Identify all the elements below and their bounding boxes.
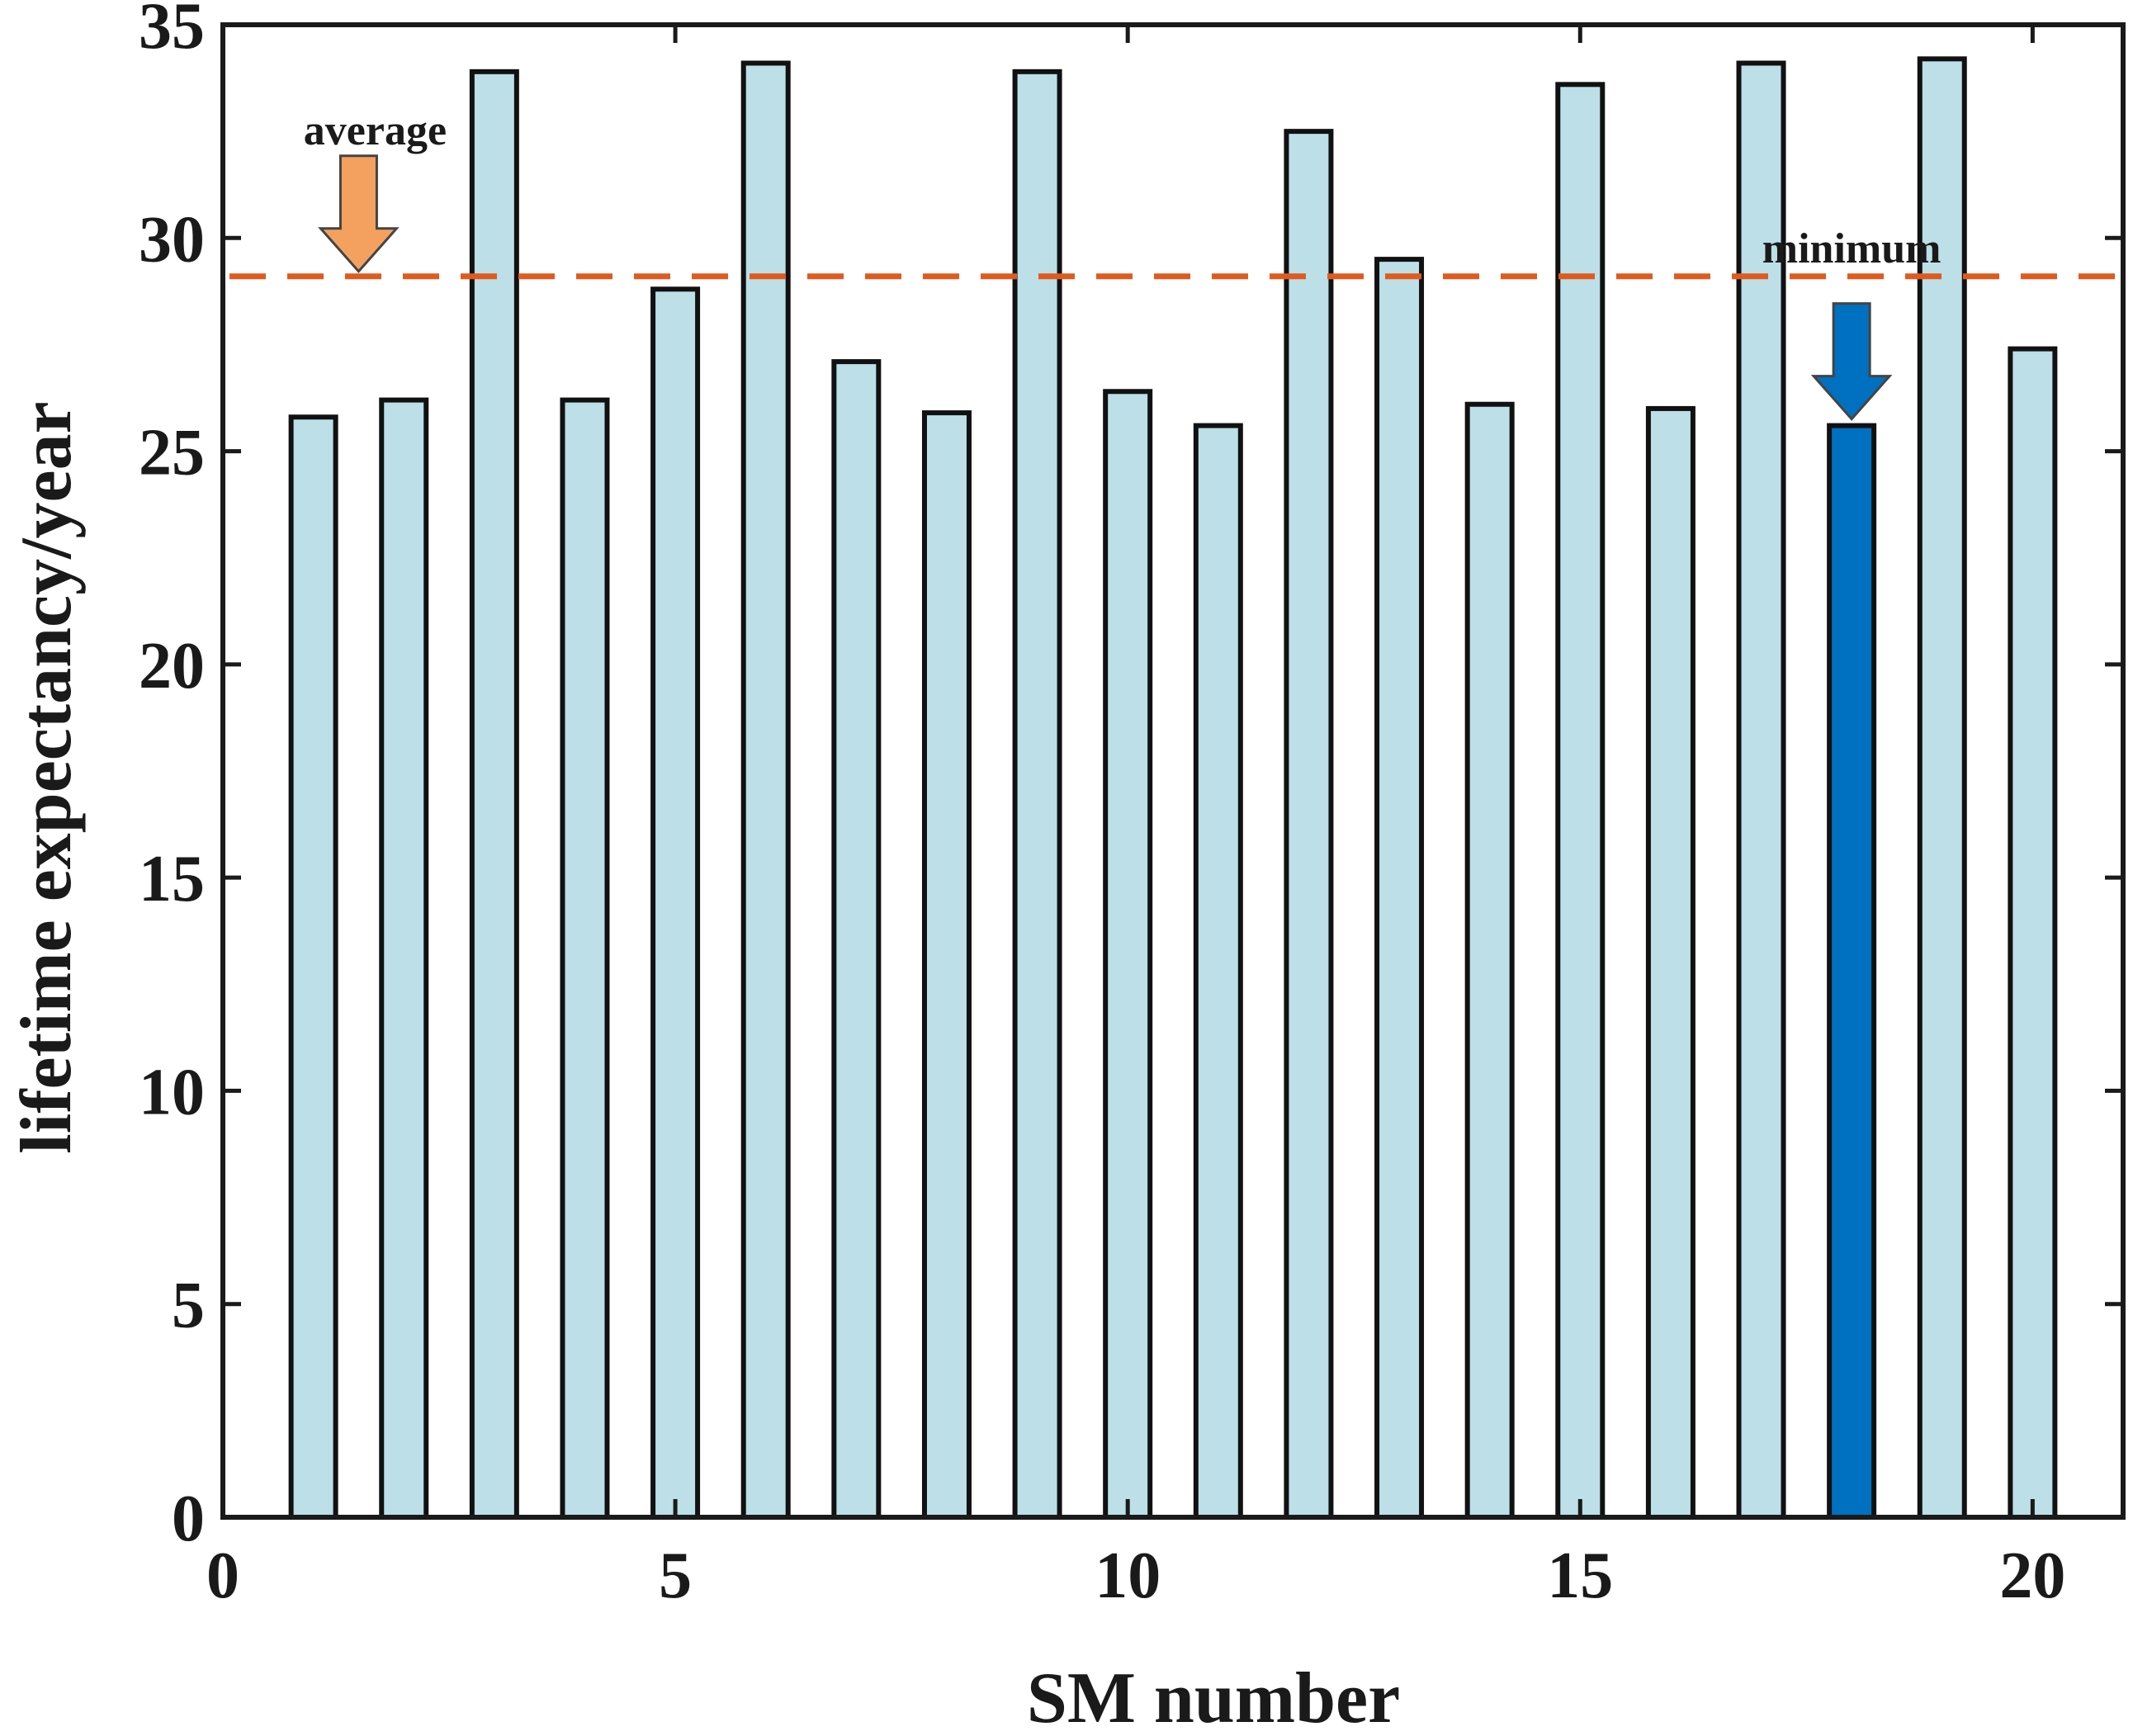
bar xyxy=(1736,60,1786,1520)
bar xyxy=(379,397,429,1520)
bar xyxy=(1555,82,1606,1521)
bar xyxy=(560,397,610,1520)
y-tick-label: 0 xyxy=(172,1483,205,1555)
minimum-label: minimum xyxy=(1762,225,1941,272)
y-tick-label: 30 xyxy=(139,203,205,276)
bars-layer xyxy=(288,56,2058,1521)
bar xyxy=(1012,69,1062,1520)
y-axis-label: lifetime expectancy/year xyxy=(7,401,87,1153)
y-tick-label: 35 xyxy=(139,0,205,63)
bar xyxy=(2008,346,2058,1521)
x-tick-label: 15 xyxy=(1547,1540,1613,1612)
y-tick-label: 5 xyxy=(172,1270,205,1342)
bar xyxy=(831,359,882,1520)
annotations-layer: average minimum xyxy=(304,107,1941,421)
bar xyxy=(1464,401,1515,1521)
y-tick-label: 25 xyxy=(139,417,205,490)
bar xyxy=(1645,405,1696,1520)
x-tick-label: 5 xyxy=(659,1540,692,1612)
average-arrow-icon xyxy=(318,154,400,274)
bar-minimum xyxy=(1827,423,1877,1520)
bar xyxy=(288,414,338,1520)
y-tick-label: 20 xyxy=(139,630,205,702)
average-label: average xyxy=(304,107,447,154)
x-tick-label: 0 xyxy=(206,1540,239,1612)
minimum-arrow-icon xyxy=(1810,302,1893,421)
bar xyxy=(650,286,701,1520)
y-tick-label: 10 xyxy=(139,1056,205,1128)
bar xyxy=(740,60,791,1520)
y-tick-label: 15 xyxy=(139,843,205,915)
x-axis-label: SM number xyxy=(1027,1658,1400,1736)
plot-frame xyxy=(220,22,2126,1520)
bar xyxy=(1193,423,1243,1520)
bar xyxy=(1917,56,1967,1521)
bar xyxy=(1103,389,1153,1520)
axes-layer: 0 5 10 15 20 0 5 10 15 20 25 30 35 xyxy=(139,0,2126,1612)
bar xyxy=(921,410,972,1521)
bar xyxy=(1284,129,1334,1521)
bar xyxy=(469,69,519,1520)
x-tick-label: 10 xyxy=(1095,1540,1161,1612)
bar xyxy=(1374,257,1425,1521)
x-tick-label: 20 xyxy=(1999,1540,2065,1612)
